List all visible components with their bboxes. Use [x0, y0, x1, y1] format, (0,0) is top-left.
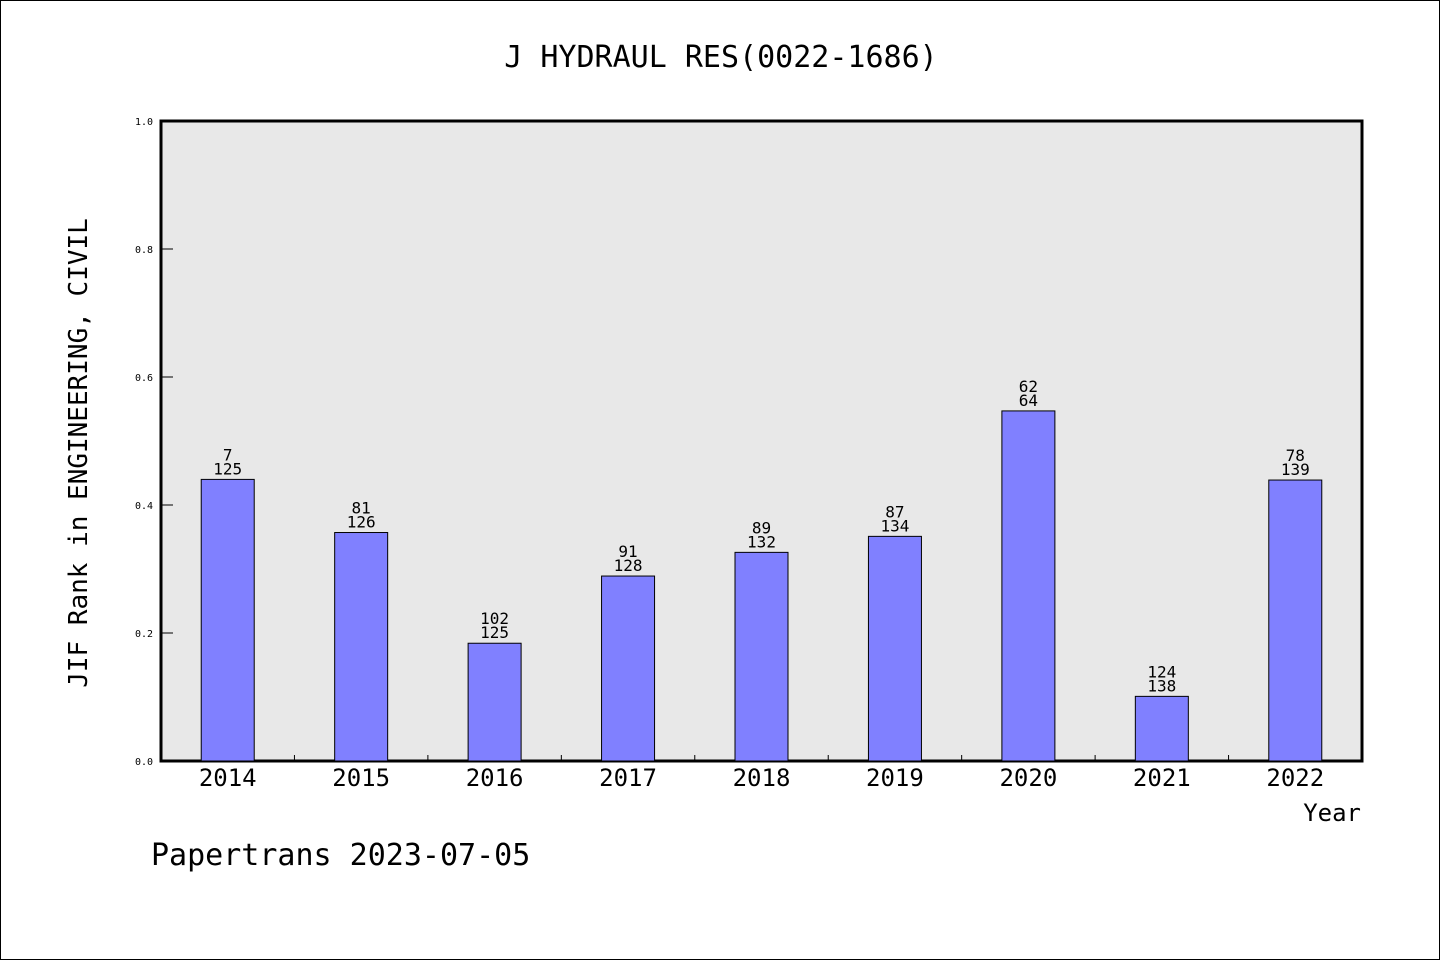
bar: [334, 532, 389, 762]
bar-rank-label: 89: [752, 518, 771, 537]
footer-watermark: Papertrans 2023-07-05: [151, 838, 530, 873]
bar-total-label: 64: [1019, 391, 1038, 410]
bar: [601, 575, 656, 762]
bar-total-label: 139: [1281, 460, 1310, 479]
bar-rank-label: 124: [1147, 662, 1176, 681]
bar-total-label: 138: [1147, 676, 1176, 695]
bar: [734, 551, 789, 762]
y-tick-label: 1.0: [135, 117, 153, 128]
x-tick-label: 2015: [332, 764, 390, 792]
bar-rank-label: 7: [223, 445, 233, 464]
bar-rank-label: 91: [618, 542, 637, 561]
bar-total-label: 125: [480, 623, 509, 642]
y-axis-label: JIF Rank in ENGINEERING, CIVIL: [64, 218, 94, 688]
bar-rank-label: 78: [1286, 446, 1305, 465]
y-tick-label: 0.2: [135, 629, 153, 640]
bar-rank-label: 81: [352, 499, 371, 518]
bar-total-label: 134: [880, 516, 909, 535]
x-tick-label: 2021: [1133, 764, 1191, 792]
x-axis-label: Year: [1303, 799, 1361, 827]
x-tick-label: 2018: [733, 764, 791, 792]
y-tick-label: 0.6: [135, 373, 153, 384]
bar-total-label: 128: [614, 556, 643, 575]
bar-rank-label: 62: [1019, 377, 1038, 396]
x-tick-label: 2014: [199, 764, 257, 792]
bar: [1268, 479, 1323, 762]
y-tick-label: 0.8: [135, 245, 153, 256]
bar-total-label: 132: [747, 532, 776, 551]
chart-title: J HYDRAUL RES(0022-1686): [504, 40, 937, 75]
x-tick-label: 2016: [466, 764, 524, 792]
x-axis: 2014 2015 2016 2017 2018 2019 2020 2021 2022: [199, 755, 1324, 792]
y-tick-label: 0.4: [135, 501, 153, 512]
bar-total-label: 125: [213, 459, 242, 478]
x-tick-label: 2017: [599, 764, 657, 792]
x-tick-label: 2019: [866, 764, 924, 792]
bar-rank-label: 87: [885, 502, 904, 521]
bar: [1001, 410, 1056, 762]
bar: [467, 642, 522, 762]
x-tick-label: 2022: [1266, 764, 1324, 792]
y-axis: 0.0 0.2 0.4 0.6 0.8 1.0: [135, 117, 173, 768]
bar: [867, 535, 922, 762]
bar-total-label: 126: [347, 513, 376, 532]
y-tick-label: 0.0: [135, 757, 153, 768]
bar: [200, 478, 255, 762]
bar: [1134, 695, 1189, 762]
bars-group: 7125811261021259112889132871346264124138…: [200, 377, 1323, 762]
bar-rank-label: 102: [480, 609, 509, 628]
x-tick-label: 2020: [999, 764, 1057, 792]
